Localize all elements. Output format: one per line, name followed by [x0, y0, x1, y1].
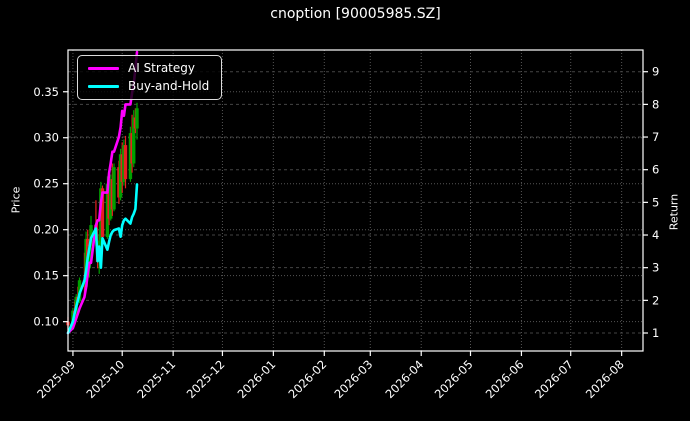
price-tick-label: 0.10 [33, 315, 59, 329]
x-tick-label: 2026-01 [235, 357, 279, 401]
return-tick-label: 3 [652, 261, 659, 275]
x-tick-label: 2026-06 [483, 357, 527, 401]
return-tick-label: 1 [652, 326, 659, 340]
legend-item-ai-strategy: AI Strategy [88, 61, 209, 75]
buy-and-hold-line-sample [88, 85, 119, 89]
candle-body [87, 246, 92, 269]
candle-body [135, 108, 139, 129]
x-tick-label: 2025-12 [184, 357, 228, 401]
series-line-buy-and-hold [66, 183, 139, 335]
series-line-ai-strategy [66, 50, 139, 335]
x-tick-label: 2026-04 [382, 357, 426, 401]
legend-label-ai-strategy: AI Strategy [128, 61, 195, 75]
x-tick-label: 2025-09 [34, 357, 78, 401]
return-tick-label: 6 [652, 163, 659, 177]
plot-border [67, 49, 644, 352]
legend-item-buy-and-hold: Buy-and-Hold [88, 79, 210, 94]
x-tick-label: 2025-11 [134, 357, 178, 401]
x-tick-label: 2026-02 [286, 357, 330, 401]
price-tick-label: 0.35 [33, 85, 59, 99]
return-tick-label: 4 [652, 228, 659, 242]
x-tick-label: 2026-07 [532, 357, 576, 401]
candle-body [132, 117, 136, 164]
ai-strategy-line-sample [88, 67, 119, 71]
price-tick-label: 0.15 [33, 269, 59, 283]
return-tick-label: 5 [652, 195, 659, 209]
return-tick-label: 9 [652, 65, 659, 79]
candle-body [123, 145, 128, 180]
x-tick-label: 2026-03 [332, 357, 376, 401]
candle-body [112, 167, 116, 210]
price-tick-label: 0.20 [33, 223, 59, 237]
candle-body [100, 188, 105, 238]
legend-label-buy-and-hold: Buy-and-Hold [128, 79, 210, 94]
x-tick-label: 2026-05 [432, 357, 476, 401]
x-tick-label: 2026-08 [583, 357, 627, 401]
return-tick-label: 7 [652, 130, 659, 144]
x-tick-label: 2025-10 [83, 357, 127, 401]
price-tick-label: 0.25 [33, 177, 59, 191]
price-tick-label: 0.30 [33, 131, 59, 145]
return-tick-label: 2 [652, 293, 659, 307]
chart-title: cnoption [90005985.SZ] [270, 6, 441, 22]
return-tick-label: 8 [652, 97, 659, 111]
legend: AI Strategy Buy-and-Hold [77, 55, 223, 101]
